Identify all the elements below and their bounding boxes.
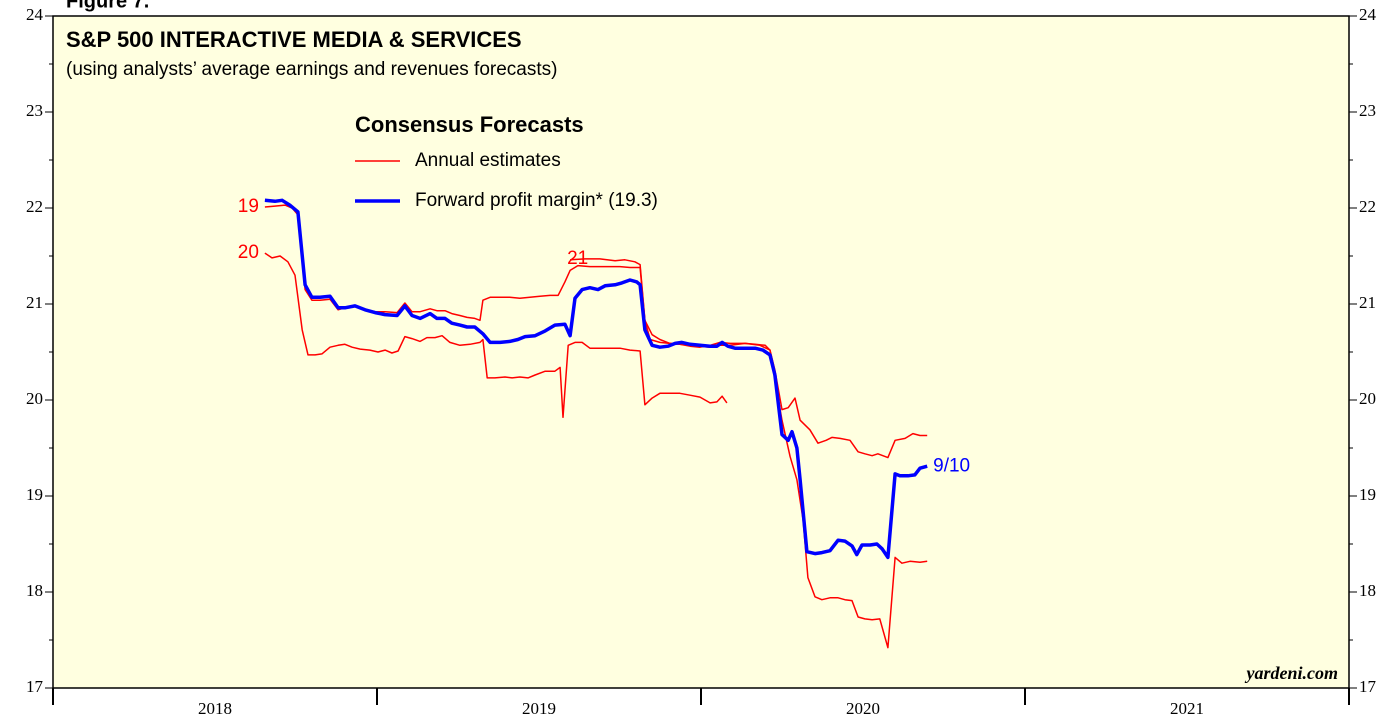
y-tick-label: 22 bbox=[26, 197, 43, 216]
chart-subtitle: (using analysts’ average earnings and re… bbox=[66, 59, 557, 80]
source: yardeni.com bbox=[1245, 663, 1339, 683]
y-tick-label: 18 bbox=[26, 581, 43, 600]
y-tick-label: 24 bbox=[1359, 5, 1377, 24]
y-tick-label: 23 bbox=[1359, 101, 1376, 120]
series-label: 21 bbox=[567, 248, 588, 269]
y-tick-label: 19 bbox=[26, 485, 43, 504]
y-tick-label: 23 bbox=[26, 101, 43, 120]
y-tick-label: 18 bbox=[1359, 581, 1376, 600]
x-tick-label: 2019 bbox=[522, 699, 556, 718]
series-label: 20 bbox=[238, 242, 259, 263]
series-line bbox=[264, 198, 928, 560]
legend-label: Annual estimates bbox=[415, 150, 561, 171]
y-tick-label: 24 bbox=[26, 5, 44, 24]
annotation: 9/10 bbox=[933, 455, 970, 476]
series-line bbox=[264, 252, 728, 419]
figure-label: Figure 7. bbox=[66, 0, 149, 12]
y-tick-label: 20 bbox=[1359, 389, 1376, 408]
y-tick-label: 17 bbox=[1359, 677, 1377, 696]
legend-title: Consensus Forecasts bbox=[355, 112, 584, 137]
chart-title: S&P 500 INTERACTIVE MEDIA & SERVICES bbox=[66, 27, 522, 52]
y-tick-label: 22 bbox=[1359, 197, 1376, 216]
x-tick-label: 2020 bbox=[846, 699, 880, 718]
plot-area bbox=[52, 15, 1350, 689]
y-tick-label: 21 bbox=[1359, 293, 1376, 312]
x-tick-label: 2021 bbox=[1170, 699, 1204, 718]
x-tick-label: 2018 bbox=[198, 699, 232, 718]
legend-label: Forward profit margin* (19.3) bbox=[415, 190, 658, 211]
y-tick-label: 19 bbox=[1359, 485, 1376, 504]
y-tick-label: 20 bbox=[26, 389, 43, 408]
y-tick-label: 21 bbox=[26, 293, 43, 312]
y-tick-label: 17 bbox=[26, 677, 44, 696]
series-label: 19 bbox=[238, 196, 259, 217]
